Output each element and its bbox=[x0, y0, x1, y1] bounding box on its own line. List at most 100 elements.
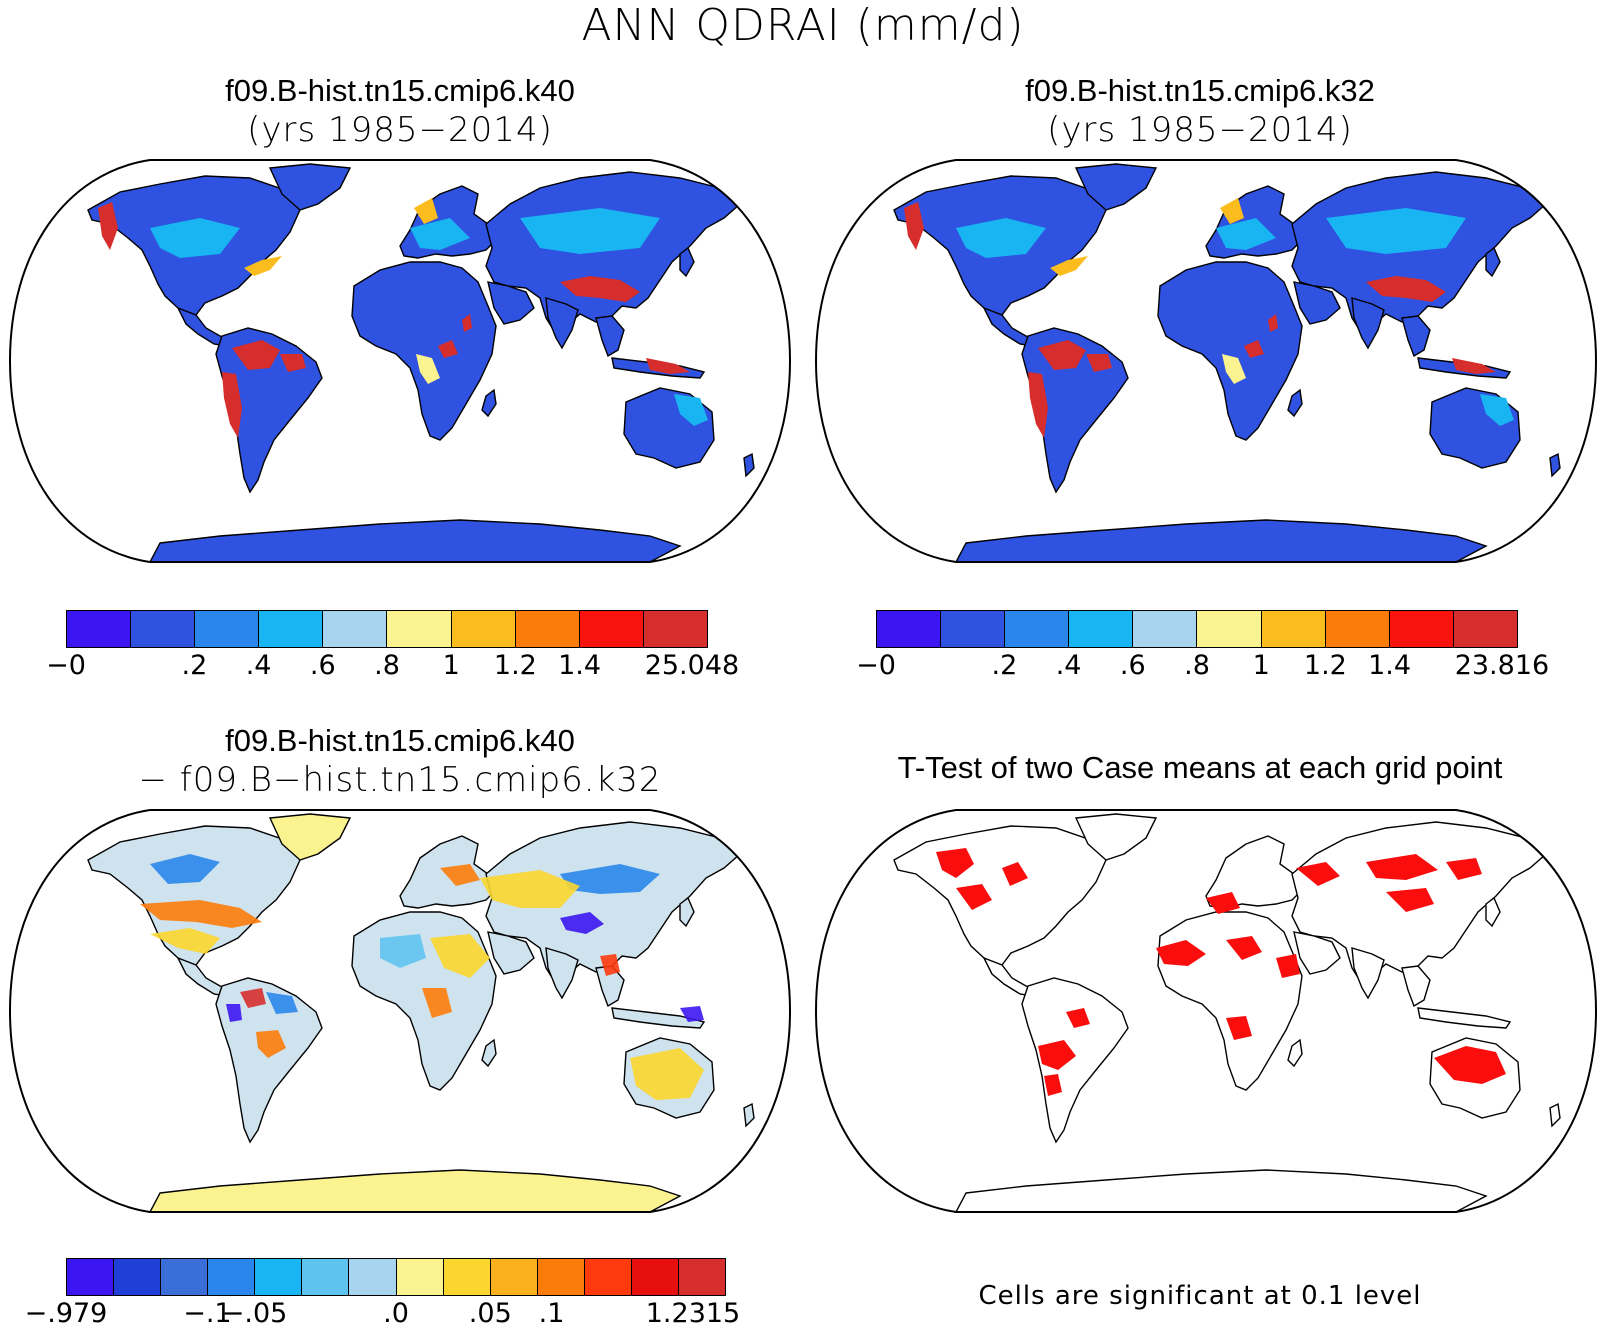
runoff-region bbox=[1268, 314, 1278, 332]
difference-region bbox=[600, 954, 620, 976]
runoff-region bbox=[1244, 340, 1264, 358]
runoff-region bbox=[674, 394, 708, 426]
land-arabia bbox=[487, 281, 535, 325]
runoff-region bbox=[232, 340, 280, 370]
land-india bbox=[545, 297, 579, 350]
runoff-region bbox=[560, 276, 640, 302]
difference-region bbox=[380, 934, 426, 968]
land-south-america bbox=[1021, 977, 1129, 1144]
colorbar-swatch bbox=[679, 1259, 726, 1295]
difference-region bbox=[226, 1004, 242, 1022]
colorbar-top-right bbox=[876, 610, 1518, 648]
runoff-region bbox=[438, 340, 458, 358]
colorbar-swatch bbox=[631, 1259, 680, 1295]
colorbar-tick-label: .2 bbox=[991, 650, 1018, 681]
land-japan bbox=[1485, 246, 1501, 278]
land-india bbox=[1351, 947, 1385, 1000]
colorbar-top-left bbox=[66, 610, 708, 648]
runoff-region bbox=[150, 218, 240, 258]
land-asia bbox=[485, 821, 742, 986]
significant-cells bbox=[956, 884, 992, 910]
land-arabia bbox=[1293, 931, 1341, 975]
difference-region bbox=[680, 1006, 704, 1022]
land-antarctica bbox=[954, 519, 1488, 562]
land-antarctica bbox=[954, 1169, 1488, 1212]
land-nz bbox=[1549, 452, 1561, 478]
land-greenland bbox=[268, 813, 352, 861]
colorbar-swatch bbox=[451, 611, 516, 647]
land-africa bbox=[351, 911, 497, 1091]
difference-region bbox=[430, 934, 490, 978]
land-greenland bbox=[268, 163, 352, 211]
colorbar-swatch bbox=[195, 611, 260, 647]
runoff-region bbox=[1028, 372, 1048, 438]
colorbar-swatch bbox=[1005, 611, 1070, 647]
runoff-region bbox=[98, 202, 118, 250]
land-nz bbox=[1549, 1102, 1561, 1128]
significant-cells bbox=[1446, 858, 1482, 880]
significant-cells bbox=[1206, 892, 1240, 914]
colorbar-bottom-left bbox=[66, 1258, 726, 1296]
land-africa bbox=[1157, 911, 1303, 1091]
colorbar-swatch bbox=[114, 1259, 162, 1295]
significant-cells bbox=[1226, 1016, 1252, 1040]
colorbar-tick-label: .4 bbox=[1055, 650, 1082, 681]
colorbar-swatch bbox=[1197, 611, 1262, 647]
panel-bottom-right-title: T-Test of two Case means at each grid po… bbox=[897, 750, 1503, 785]
panel-top-left-subtitle: (yrs 1985−2014) bbox=[247, 110, 553, 150]
difference-region bbox=[150, 928, 220, 954]
land-se-asia bbox=[595, 315, 625, 358]
difference-region bbox=[560, 912, 604, 934]
land-south-america bbox=[215, 977, 323, 1144]
colorbar-tick-label: .6 bbox=[309, 650, 336, 681]
colorbar-tick-label: −0 bbox=[46, 650, 86, 681]
significant-cells bbox=[1066, 1008, 1090, 1028]
runoff-region bbox=[1326, 208, 1466, 254]
colorbar-tick-label: .4 bbox=[245, 650, 272, 681]
land-nz bbox=[743, 452, 755, 478]
colorbar-tick-label: .1 bbox=[538, 1298, 565, 1329]
colorbar-swatch bbox=[208, 1259, 256, 1295]
land-arabia bbox=[1293, 281, 1341, 325]
significant-cells bbox=[1276, 954, 1300, 978]
runoff-region bbox=[244, 256, 282, 276]
significant-cells bbox=[1386, 888, 1434, 912]
land-japan bbox=[679, 246, 695, 278]
map-panel-bottom-left bbox=[8, 809, 792, 1213]
colorbar-swatch bbox=[643, 611, 707, 647]
map-panel-top-right bbox=[814, 159, 1598, 563]
runoff-region bbox=[222, 372, 242, 438]
colorbar-swatch bbox=[259, 611, 324, 647]
colorbar-tick-label: −.1 bbox=[183, 1298, 232, 1329]
colorbar-swatch bbox=[349, 1259, 397, 1295]
colorbar-tick-label: 1.4 bbox=[558, 650, 602, 681]
runoff-region bbox=[410, 218, 470, 250]
difference-region bbox=[266, 992, 298, 1014]
colorbar-swatch bbox=[67, 1259, 115, 1295]
significant-cells bbox=[1038, 1040, 1076, 1070]
colorbar-tick-label: .8 bbox=[1184, 650, 1210, 681]
colorbar-swatch bbox=[537, 1259, 585, 1295]
colorbar-swatch bbox=[1325, 611, 1390, 647]
runoff-region bbox=[904, 202, 924, 250]
land-japan bbox=[679, 896, 695, 928]
colorbar-swatch bbox=[490, 1259, 538, 1295]
significant-cells bbox=[1296, 862, 1340, 886]
land-north-america bbox=[893, 825, 1107, 969]
figure-title: ANN QDRAI (mm/d) bbox=[581, 0, 1025, 51]
colorbar-swatch bbox=[161, 1259, 209, 1295]
significant-cells bbox=[1156, 940, 1206, 966]
runoff-region bbox=[520, 208, 660, 254]
land-indonesia bbox=[1417, 1007, 1512, 1029]
colorbar-swatch bbox=[1453, 611, 1517, 647]
difference-region bbox=[150, 854, 220, 884]
difference-region bbox=[240, 988, 266, 1008]
land-nz bbox=[743, 1102, 755, 1128]
colorbar-tick-label: .8 bbox=[374, 650, 400, 681]
map-outline bbox=[8, 809, 792, 1213]
colorbar-tick-label: .0 bbox=[383, 1298, 409, 1329]
map-outline bbox=[814, 159, 1598, 563]
panel-bottom-left-subtitle: − f09.B−hist.tn15.cmip6.k32 bbox=[138, 760, 662, 800]
land-greenland bbox=[1074, 813, 1158, 861]
runoff-region bbox=[1216, 218, 1276, 250]
